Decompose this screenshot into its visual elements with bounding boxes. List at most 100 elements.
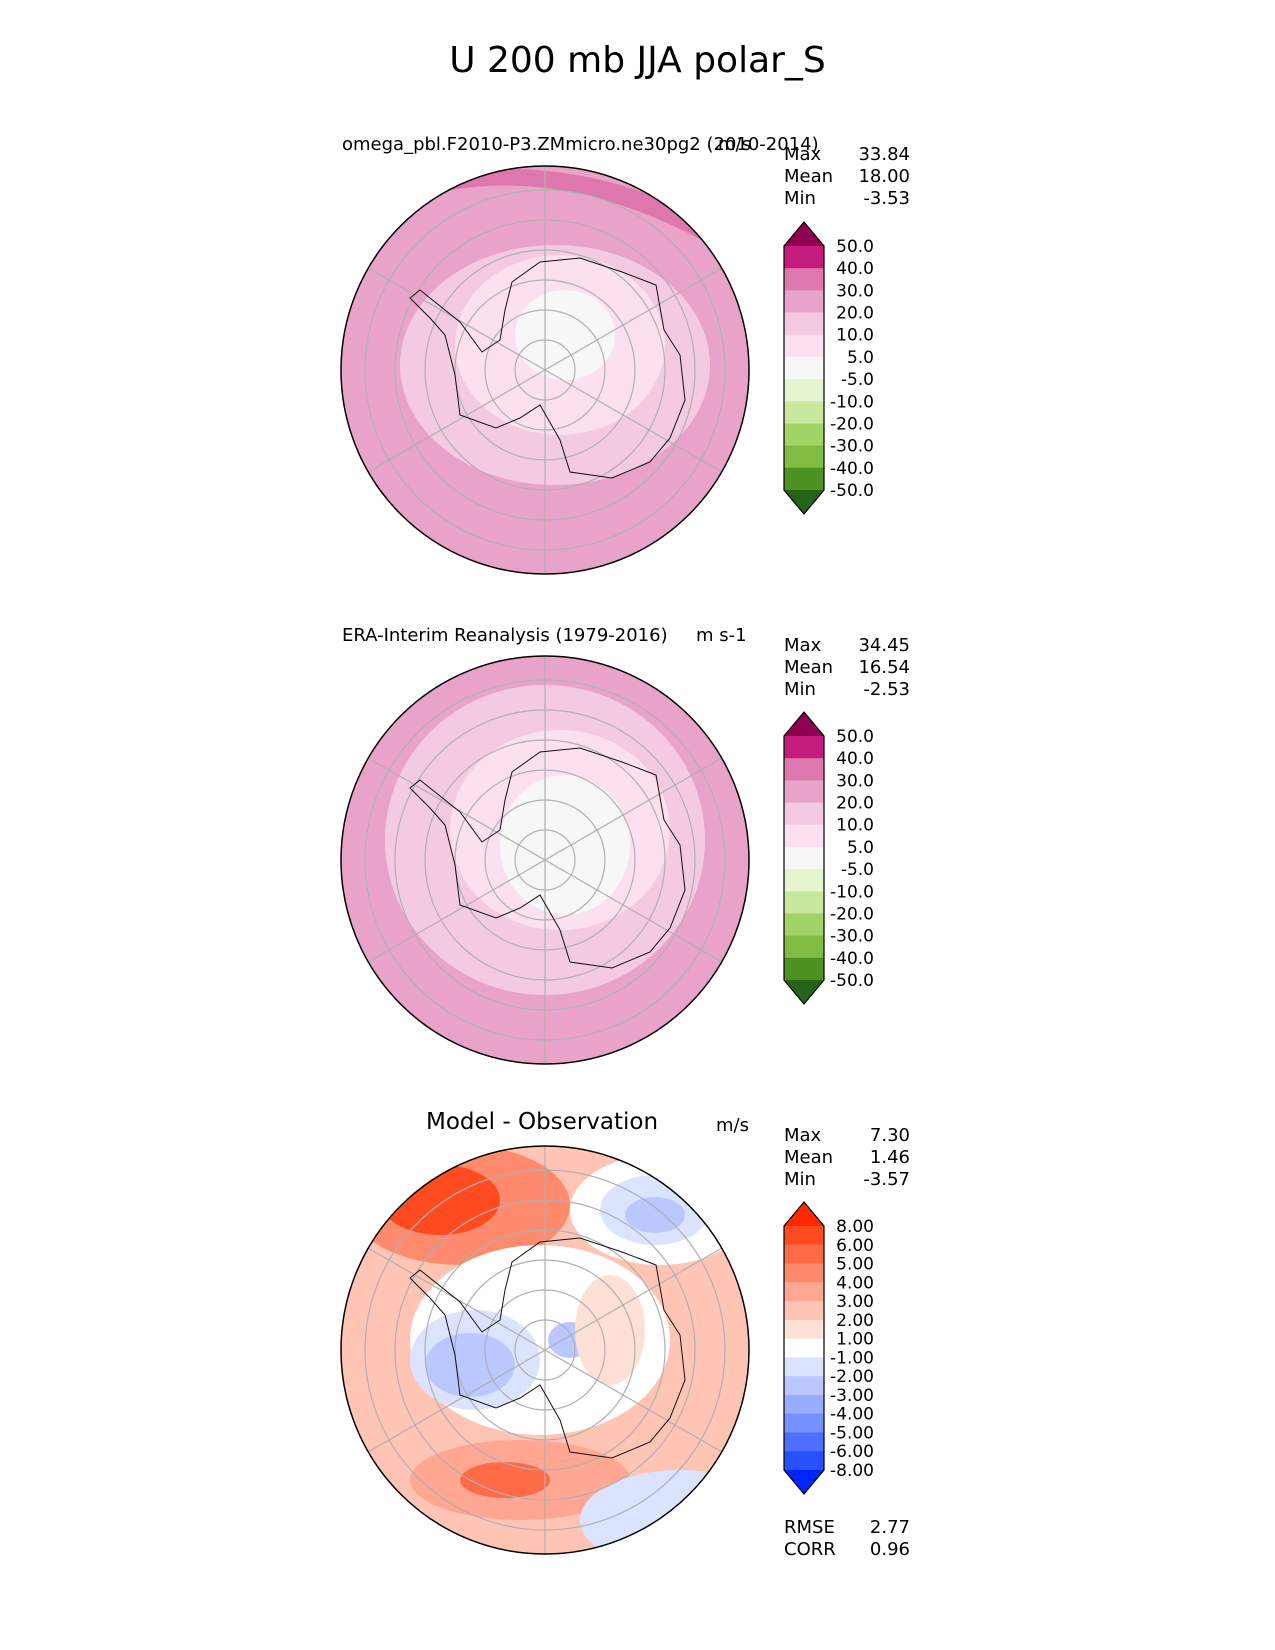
panel-2-colorbar-tick-label: -10.0	[830, 882, 874, 902]
panel-1-title: omega_pbl.F2010-P3.ZMmicro.ne30pg2 (2010…	[342, 134, 819, 155]
panel-2-stat-min-value: -2.53	[863, 679, 910, 700]
panel-3-colorbar-tick-label: -1.00	[830, 1348, 874, 1368]
panel-3-colorbar-tick-label: -3.00	[830, 1386, 874, 1406]
panel-2-colorbar-tick-label: 40.0	[836, 749, 874, 769]
panel-1-colorbar-swatch	[784, 379, 824, 402]
panel-2-colorbar-outline	[783, 711, 825, 1005]
panel-3-colorbar-swatch	[784, 1244, 824, 1265]
panel-3-corr-value: 0.96	[869, 1539, 910, 1560]
panel-3-colorbar-swatch	[784, 1226, 824, 1246]
panel-3-antarctica-coastline	[409, 1237, 686, 1459]
panel-2-colorbar-swatch	[784, 957, 824, 981]
panel-2-colorbar-swatch	[784, 869, 824, 892]
panel-2-colorbar-swatch	[784, 913, 824, 937]
panel-2-colorbar-extend-max	[784, 712, 824, 736]
panel-2-colorbar-tick-label: 20.0	[836, 794, 874, 814]
panel-3-rmse-label: RMSE	[784, 1517, 835, 1538]
panel-1-colorbar-swatch	[784, 401, 824, 424]
panel-2-colorbar-tick-label: 30.0	[836, 771, 874, 791]
panel-3-colorbar-tick-label: -8.00	[830, 1461, 874, 1481]
panel-1-colorbar-tick-label: 40.0	[836, 259, 874, 279]
panel-3-grid	[364, 1146, 726, 1554]
panel-2-colorbar-swatch	[784, 736, 824, 759]
panel-2-units: m s-1	[696, 625, 747, 646]
panel-1-map-border	[340, 165, 750, 575]
panel-3-colorbar-tick-label: 5.00	[836, 1255, 874, 1275]
panel-2-stat-mean-label: Mean	[784, 657, 834, 678]
panel-3-colorbar-swatch	[784, 1282, 824, 1302]
panel-1-band-neg5-5	[515, 290, 615, 380]
panel-1-colorbar-swatch	[784, 268, 824, 291]
panel-2-colorbar-swatch	[784, 846, 824, 870]
panel-1-stat-max-value: 33.84	[858, 144, 910, 165]
panel-1-stat-min-value: -3.53	[863, 188, 910, 209]
panel-3-map-border	[340, 1145, 750, 1555]
panel-3-rmse-value: 2.77	[869, 1517, 910, 1538]
panel-1-antarctica-coastline	[409, 257, 686, 479]
panel-1-colorbar-tick-label: -40.0	[830, 459, 874, 479]
panel-1-colorbar-outline	[783, 221, 825, 515]
panel-3-colorbar-tick-label: 6.00	[836, 1236, 874, 1256]
panel-2-colorbar-swatch	[784, 780, 824, 804]
panel-1-colorbar-swatch	[784, 334, 824, 358]
panel-2-colorbar-extend-min	[784, 980, 824, 1004]
panel-3-stat-max-value: 7.30	[869, 1125, 910, 1146]
panel-3-colorbar-swatch	[784, 1413, 824, 1433]
panel-1-colorbar-tick-label: -20.0	[830, 414, 874, 434]
panel-3-colorbar-extend-min	[784, 1470, 824, 1494]
panel-1-colorbar-tick-label: 50.0	[836, 237, 874, 257]
panel-2-stat-max-label: Max	[784, 635, 822, 656]
panel-3-stat-mean-label: Mean	[784, 1147, 834, 1168]
panel-2-colorbar-tick-label: -5.0	[841, 860, 874, 880]
panel-1-colorbar: 50.040.030.0 20.010.05.0-5.0-10.0-20.0 -30…	[783, 221, 874, 515]
panel-3-band-neg2-neg3-ne	[625, 1197, 685, 1233]
panel-1-colorbar-tick-label: 5.0	[847, 348, 874, 368]
panel-3-colorbar-swatch	[784, 1338, 824, 1358]
panel-3-colorbar-tick-label: 2.00	[836, 1311, 874, 1331]
panel-2-colorbar-tick-label: -50.0	[830, 971, 874, 991]
panel-3-stat-min-value: -3.57	[863, 1169, 910, 1190]
panel-3-colorbar-tick-label: 3.00	[836, 1292, 874, 1312]
panel-1-stat-mean-value: 18.00	[858, 166, 910, 187]
panel-2-title: ERA-Interim Reanalysis (1979-2016)	[342, 625, 668, 646]
panel-3-colorbar-swatch	[784, 1319, 824, 1340]
panel-2-colorbar-swatch	[784, 758, 824, 781]
panel-1-colorbar-tick-label: -50.0	[830, 481, 874, 501]
panel-3-corr-label: CORR	[784, 1539, 836, 1560]
panel-1-colorbar-tick-label: 30.0	[836, 281, 874, 301]
panel-2-colorbar-swatch	[784, 891, 824, 914]
panel-1-colorbar-tick-label: -30.0	[830, 437, 874, 457]
panel-3-title: Model - Observation	[426, 1109, 659, 1135]
panel-1-colorbar-swatch	[784, 290, 824, 314]
panel-2-colorbar-swatch	[784, 824, 824, 848]
panel-3-colorbar-outline	[783, 1201, 825, 1495]
panel-2-colorbar-swatch	[784, 935, 824, 959]
panel-3-band-neg2-neg3-w	[425, 1333, 515, 1397]
panel-3-colorbar-tick-label: 8.00	[836, 1217, 874, 1237]
panel-3-stat-max-label: Max	[784, 1125, 822, 1146]
panel-1-stat-mean-label: Mean	[784, 166, 834, 187]
panel-2-grid	[364, 656, 726, 1064]
panel-2-band-neg5-5	[500, 775, 630, 915]
panel-1-units: m/s	[718, 134, 751, 155]
panel-1-colorbar-extend-max	[784, 222, 824, 246]
figure-title: U 200 mb JJA polar_S	[449, 40, 826, 81]
panel-3-colorbar: 8.006.005.004.003.002.001.00-1.00-2.00-3…	[783, 1201, 874, 1495]
panel-3-colorbar-swatch	[784, 1263, 824, 1283]
panel-2-map-border	[340, 655, 750, 1065]
panel-3-stat-min-label: Min	[784, 1169, 816, 1190]
panel-1-colorbar-swatch	[784, 445, 824, 469]
panel-2-colorbar-tick-label: 10.0	[836, 816, 874, 836]
panel-1-colorbar-tick-label: -5.0	[841, 370, 874, 390]
panel-3-colorbar-swatch	[784, 1301, 824, 1321]
panel-3-map	[341, 1146, 749, 1554]
panel-2-colorbar-tick-label: 5.0	[847, 838, 874, 858]
panel-3-band-pos-e	[575, 1275, 645, 1385]
panel-3-colorbar-swatch	[784, 1432, 824, 1452]
panel-1-stat-min-label: Min	[784, 188, 816, 209]
panel-1-colorbar-swatch	[784, 356, 824, 380]
panel-3-band-5-6	[460, 1462, 550, 1498]
panel-3-colorbar-tick-label: -6.00	[830, 1442, 874, 1462]
panel-1-colorbar-swatch	[784, 423, 824, 447]
